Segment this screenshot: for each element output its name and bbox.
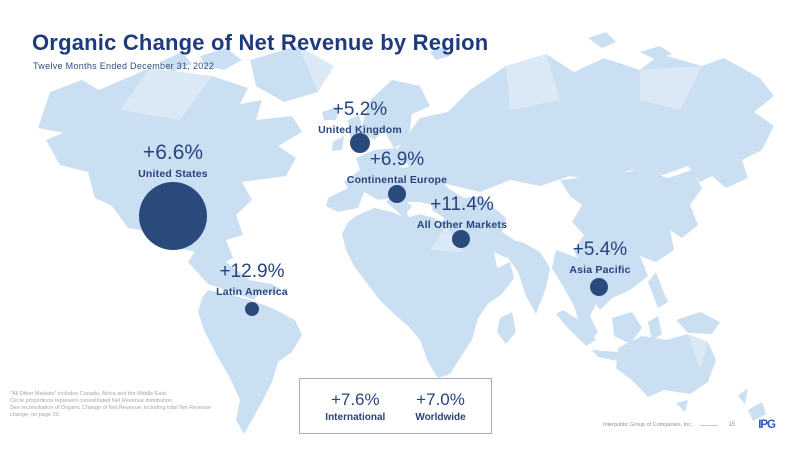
bubble-continental-europe xyxy=(388,185,406,203)
summary-label: International xyxy=(325,411,386,423)
region-label: United States xyxy=(138,168,208,180)
region-value: +11.4% xyxy=(430,194,494,215)
bubble-united-kingdom xyxy=(350,133,370,153)
region-united-states: +6.6% United States xyxy=(138,141,208,180)
footer-company: Interpublic Group of Companies, Inc. xyxy=(602,422,693,428)
footer: Interpublic Group of Companies, Inc. 15 … xyxy=(602,419,776,431)
region-value: +5.2% xyxy=(332,99,388,120)
region-label: Latin America xyxy=(216,286,288,298)
summary-value: +7.0% xyxy=(416,389,465,409)
region-value: +5.4% xyxy=(572,239,628,260)
summary-worldwide: +7.0% Worldwide xyxy=(415,390,465,423)
footnote-line: change, on page 20. xyxy=(10,412,61,418)
footnote-line: See reconciliation of Organic Change of … xyxy=(10,405,212,411)
summary-value: +7.6% xyxy=(330,389,380,409)
ipg-logo: IPG xyxy=(758,419,776,431)
region-label: All Other Markets xyxy=(416,219,508,231)
bubble-united-states xyxy=(139,182,207,250)
footnote: "All Other Markets" includes Canada, Afr… xyxy=(10,391,211,419)
region-asia-pacific: +5.4% Asia Pacific xyxy=(569,239,630,276)
page-title: Organic Change of Net Revenue by Region xyxy=(32,30,489,55)
region-label: Continental Europe xyxy=(346,174,448,186)
bubble-all-other-markets xyxy=(452,230,470,248)
region-continental-europe: +6.9% Continental Europe xyxy=(347,149,447,186)
summary-label: Worldwide xyxy=(415,411,466,423)
summary-box: +7.6% International +7.0% Worldwide xyxy=(299,378,492,434)
region-value: +6.6% xyxy=(142,141,204,164)
footnote-line: Circle proportions represent consolidate… xyxy=(10,398,174,404)
footnote-line: "All Other Markets" includes Canada, Afr… xyxy=(10,391,168,397)
region-label: Asia Pacific xyxy=(569,264,631,276)
bubble-asia-pacific xyxy=(590,278,608,296)
footer-divider xyxy=(699,424,718,426)
page-subtitle: Twelve Months Ended December 31, 2022 xyxy=(33,61,215,71)
region-value: +6.9% xyxy=(369,149,425,170)
page-number: 15 xyxy=(728,422,736,428)
summary-international: +7.6% International xyxy=(325,390,385,423)
bubble-latin-america xyxy=(245,302,259,316)
region-united-kingdom: +5.2% United Kingdom xyxy=(318,99,402,136)
region-value: +12.9% xyxy=(219,261,285,282)
region-label: United Kingdom xyxy=(318,124,402,136)
region-latin-america: +12.9% Latin America xyxy=(216,261,288,298)
region-all-other-markets: +11.4% All Other Markets xyxy=(417,194,507,231)
